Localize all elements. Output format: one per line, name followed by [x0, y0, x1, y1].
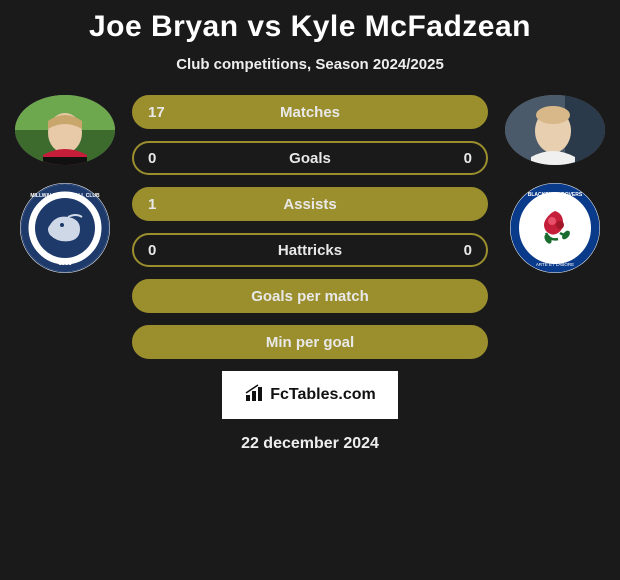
player-right-avatar: [505, 95, 605, 165]
stat-left-value: 17: [148, 104, 172, 121]
player-right-club-logo: BLACKBURN ROVERS ARTE ET LABORE: [510, 183, 600, 273]
stat-left-value: 0: [148, 150, 172, 167]
stats-column: 17 Matches 0 Goals 0 1 Assists 0 Hattricks 0 Goals…: [132, 95, 488, 359]
stat-left-value: 1: [148, 196, 172, 213]
stat-label: Min per goal: [266, 334, 354, 351]
stat-row: Goals per match: [132, 279, 488, 313]
chart-icon: [244, 383, 264, 408]
stat-label: Goals: [289, 150, 331, 167]
subtitle: Club competitions, Season 2024/2025: [0, 56, 620, 73]
svg-text:BLACKBURN ROVERS: BLACKBURN ROVERS: [528, 192, 583, 198]
page-title: Joe Bryan vs Kyle McFadzean: [0, 10, 620, 44]
stat-right-value: 0: [448, 242, 472, 259]
stat-left-value: 0: [148, 242, 172, 259]
watermark-text: FcTables.com: [270, 386, 376, 404]
player-left-column: MILLWALL FOOTBALL CLUB 1885: [10, 95, 120, 273]
stat-label: Matches: [280, 104, 340, 121]
stat-row: Min per goal: [132, 325, 488, 359]
stat-label: Assists: [283, 196, 336, 213]
stat-row: 0 Hattricks 0: [132, 233, 488, 267]
svg-text:ARTE ET LABORE: ARTE ET LABORE: [536, 262, 574, 267]
svg-text:MILLWALL FOOTBALL CLUB: MILLWALL FOOTBALL CLUB: [30, 193, 100, 199]
stat-row: 0 Goals 0: [132, 141, 488, 175]
date-text: 22 december 2024: [0, 435, 620, 453]
player-left-avatar: [15, 95, 115, 165]
svg-text:1885: 1885: [58, 261, 72, 267]
player-left-club-logo: MILLWALL FOOTBALL CLUB 1885: [20, 183, 110, 273]
stat-row: 1 Assists: [132, 187, 488, 221]
comparison-area: MILLWALL FOOTBALL CLUB 1885 17 Matches 0 Go…: [0, 95, 620, 359]
player-right-column: BLACKBURN ROVERS ARTE ET LABORE: [500, 95, 610, 273]
watermark-badge: FcTables.com: [222, 371, 398, 419]
stat-right-value: 0: [448, 150, 472, 167]
stat-label: Goals per match: [251, 288, 369, 305]
stat-row: 17 Matches: [132, 95, 488, 129]
stat-label: Hattricks: [278, 242, 342, 259]
